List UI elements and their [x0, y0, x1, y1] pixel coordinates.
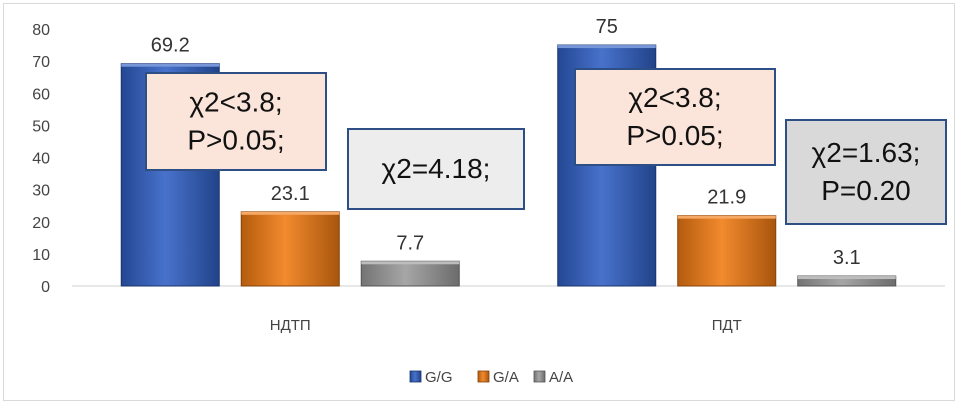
annotation-text: χ2=4.18;	[382, 153, 491, 184]
data-label: 69.2	[151, 35, 190, 57]
x-tick-label: НДТП	[270, 317, 311, 334]
legend-label: G/G	[425, 369, 453, 386]
y-tick-label: 0	[41, 279, 50, 296]
annotation-box	[347, 128, 525, 210]
y-tick-label: 50	[32, 118, 50, 135]
bar-top-highlight	[557, 45, 656, 49]
bar-top-highlight	[677, 215, 776, 219]
legend-label: A/A	[549, 369, 573, 386]
data-label: 7.7	[396, 232, 424, 254]
y-tick-label: 60	[32, 86, 50, 103]
annotation-text: χ2<3.8;	[628, 82, 721, 113]
annotation-box	[785, 119, 947, 225]
annotation-box	[145, 72, 327, 171]
bar-top-highlight	[797, 276, 896, 280]
y-tick-label: 10	[32, 247, 50, 264]
legend-swatch	[533, 370, 546, 383]
y-tick-label: 80	[32, 22, 50, 39]
y-tick-label: 40	[32, 151, 50, 168]
bar	[677, 215, 777, 287]
bar-top-highlight	[241, 211, 340, 215]
annotation-text: χ2=1.63;	[812, 137, 921, 168]
y-tick-label: 20	[32, 215, 50, 232]
data-label: 23.1	[271, 183, 310, 205]
x-tick-label: ПДТ	[712, 317, 742, 334]
bar	[360, 260, 460, 287]
bar-top-highlight	[121, 63, 220, 67]
bar-top-highlight	[361, 261, 460, 265]
legend-label: G/A	[493, 369, 519, 386]
y-tick-label: 70	[32, 54, 50, 71]
data-label: 3.1	[833, 247, 861, 269]
y-tick-label: 30	[32, 183, 50, 200]
legend-swatch	[477, 370, 490, 383]
annotation-text: χ2<3.8;	[189, 87, 282, 118]
annotation-text: P>0.05;	[187, 125, 284, 156]
annotation-text: P=0.20	[821, 175, 911, 206]
legend-swatch	[409, 370, 422, 383]
bar	[240, 211, 340, 287]
data-label: 21.9	[707, 187, 746, 209]
annotation-text: P>0.05;	[626, 120, 723, 151]
annotation-box	[574, 68, 776, 166]
data-label: 75	[596, 16, 618, 38]
